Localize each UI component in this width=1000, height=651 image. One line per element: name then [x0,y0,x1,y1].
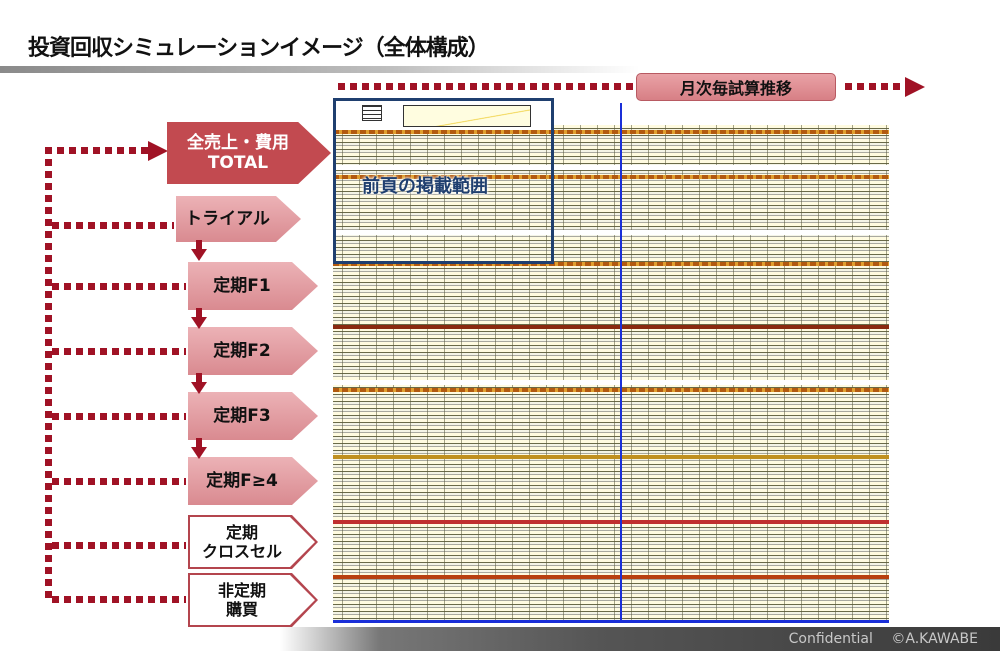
slide-title: 投資回収シミュレーションイメージ（全体構成） [28,36,490,61]
copyright-label: ©A.KAWABE [891,631,978,647]
previous-page-range-label: 前頁の掲載範囲 [362,176,488,197]
block-f2-label: 定期F2 [213,340,271,361]
footer-text: Confidential ©A.KAWABE [789,631,978,647]
block-f1-label: 定期F1 [213,275,271,296]
connector-f3 [52,413,186,420]
current-month-line [620,103,622,623]
block-total-label: 全売上・費用 [187,132,289,153]
connector-crosssell [52,542,186,549]
connector-trial [52,222,174,229]
block-total: 全売上・費用 TOTAL [167,122,331,184]
block-trial-label: トライアル [185,208,270,229]
footer-bar [0,627,1000,651]
mini-chart-thumbnail [403,105,531,127]
timeline-dotted-line-end [845,83,905,90]
block-nonsub-sublabel: 購買 [225,600,258,619]
confidential-label: Confidential [788,631,873,647]
block-f3-label: 定期F3 [213,405,271,426]
block-trial: トライアル [176,196,301,242]
timeline-label-box: 月次毎試算推移 [636,73,836,101]
arrow-right-icon [905,77,925,97]
block-f2: 定期F2 [188,327,318,375]
block-total-sublabel: TOTAL [207,153,269,173]
block-crosssell-label: 定期 [225,522,258,542]
spreadsheet-thumbnail [333,125,889,622]
arrow-down-icon [191,308,207,330]
block-f3: 定期F3 [188,392,318,440]
block-crosssell-sublabel: クロスセル [201,542,282,561]
block-crosssell: 定期 クロスセル [188,515,318,569]
block-f4-label: 定期F≥4 [206,470,278,491]
arrow-down-icon [191,438,207,460]
arrow-right-icon [148,141,168,161]
timeline-dotted-line [338,83,634,90]
connector-total [45,147,150,154]
block-nonsub: 非定期 購買 [188,573,318,627]
title-underline [0,66,640,73]
timeline-label: 月次毎試算推移 [679,79,792,98]
connector-f4 [52,478,186,485]
block-nonsub-label: 非定期 [217,580,266,600]
block-f4: 定期F≥4 [188,457,318,505]
arrow-down-icon [191,240,207,262]
previous-page-range-frame [333,98,554,264]
sheet-bottom-line [333,620,889,623]
mini-table-thumbnail [362,105,382,121]
arrow-down-icon [191,373,207,395]
connector-f1 [52,283,186,290]
block-f1: 定期F1 [188,262,318,310]
left-dotted-bus [45,147,52,599]
connector-nonsub [52,596,186,603]
connector-f2 [52,348,186,355]
